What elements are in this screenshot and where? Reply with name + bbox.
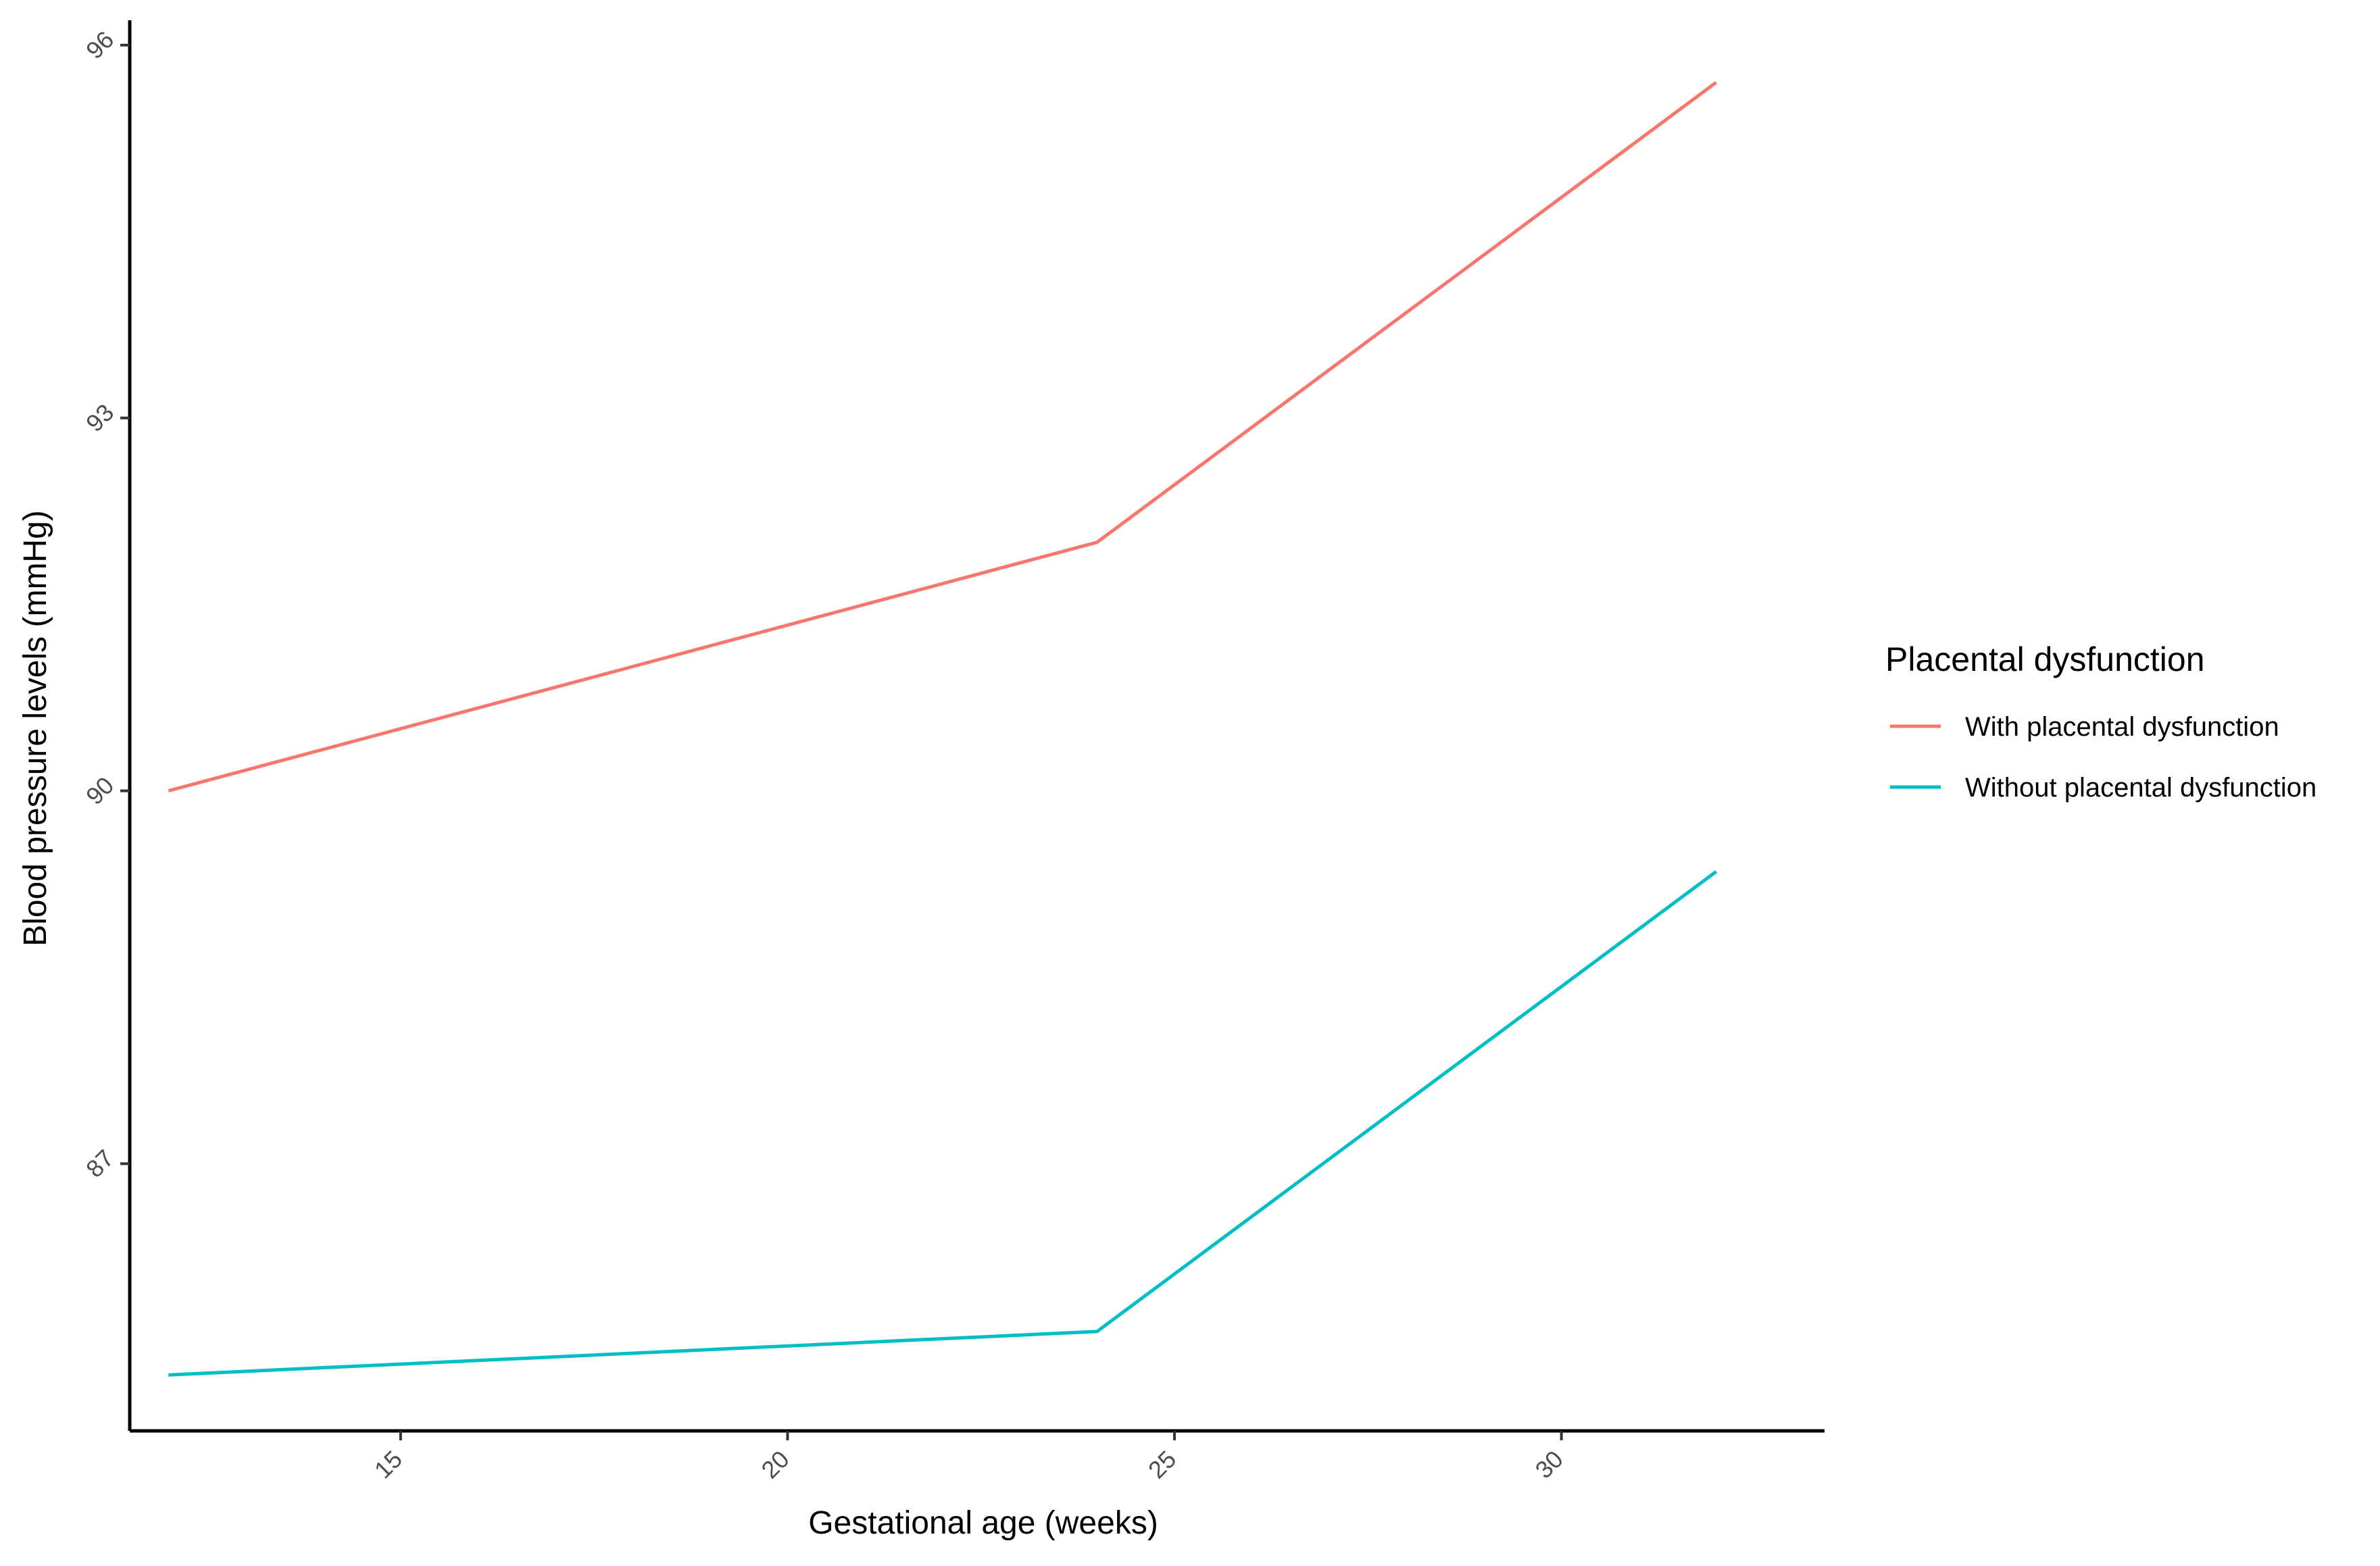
series-line-2 [168, 870, 1718, 1377]
legend: Placental dysfunction With placental dys… [1885, 640, 2316, 803]
series-line-1 [168, 80, 1718, 792]
legend-items: With placental dysfunction Without placen… [1890, 712, 2316, 803]
legend-label-1: With placental dysfunction [1965, 712, 2279, 742]
legend-label-2: Without placental dysfunction [1965, 773, 2316, 803]
x-axis-title: Gestational age (weeks) [808, 1505, 1158, 1541]
legend-title: Placental dysfunction [1885, 640, 2205, 678]
y-axis-title: Blood pressure levels (mmHg) [18, 510, 53, 946]
plot-area [168, 80, 1718, 1377]
